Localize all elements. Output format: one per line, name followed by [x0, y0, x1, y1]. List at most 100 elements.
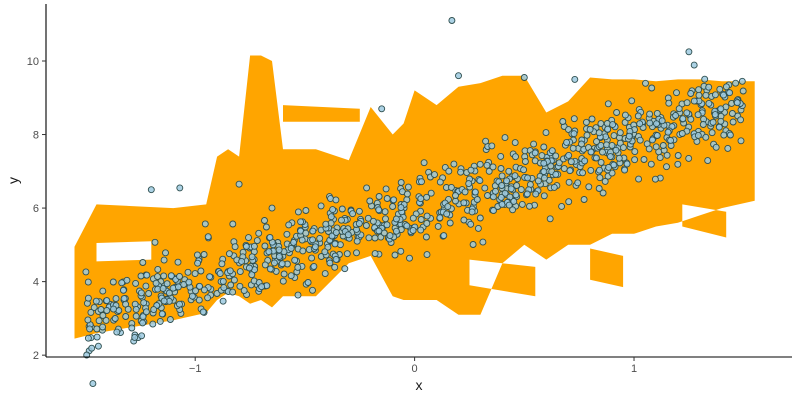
data-point: [382, 185, 390, 193]
data-point: [311, 243, 319, 251]
data-point: [695, 91, 703, 99]
data-point: [102, 316, 110, 324]
data-point: [93, 325, 101, 333]
data-point: [326, 259, 334, 267]
x-axis-title: x: [416, 377, 423, 393]
data-point: [294, 263, 302, 271]
data-point: [331, 240, 339, 248]
data-point: [694, 131, 702, 139]
data-point: [683, 99, 691, 107]
data-point: [302, 229, 310, 237]
data-point: [631, 148, 639, 156]
data-point: [498, 182, 506, 189]
data-point: [118, 279, 126, 287]
data-point: [540, 174, 548, 182]
data-point: [664, 128, 672, 136]
x-tick-label: −1: [189, 363, 202, 375]
data-point: [371, 250, 379, 258]
data-point: [275, 253, 283, 261]
data-point: [417, 216, 425, 223]
data-point: [158, 310, 166, 318]
data-point: [565, 178, 573, 186]
data-point: [154, 265, 162, 273]
data-point: [455, 72, 462, 80]
data-point: [417, 226, 425, 234]
data-point: [142, 282, 150, 290]
data-point: [250, 242, 258, 250]
data-point: [375, 227, 383, 235]
data-point: [375, 206, 383, 214]
data-point: [381, 208, 389, 216]
data-point: [242, 243, 250, 250]
data-point: [517, 186, 525, 194]
data-point: [474, 224, 482, 232]
data-point: [150, 306, 158, 314]
data-point: [560, 165, 568, 173]
data-point: [599, 189, 607, 197]
data-point: [253, 237, 261, 245]
data-point: [278, 260, 286, 268]
data-point: [329, 206, 337, 214]
data-point: [489, 163, 497, 171]
data-point: [310, 262, 318, 270]
data-point: [483, 161, 491, 169]
data-point: [131, 333, 139, 341]
data-point: [479, 238, 487, 246]
data-point: [275, 246, 283, 254]
data-point: [467, 166, 475, 174]
data-point: [285, 221, 293, 229]
data-point: [609, 121, 617, 129]
data-point: [138, 332, 146, 340]
data-point: [309, 236, 317, 244]
data-point: [460, 216, 468, 224]
data-point: [570, 130, 578, 138]
data-point: [704, 157, 712, 165]
data-point: [702, 133, 710, 141]
data-point: [443, 210, 451, 218]
data-point: [204, 233, 212, 241]
data-point: [635, 175, 643, 183]
data-point: [103, 297, 111, 305]
data-point: [160, 297, 168, 305]
data-point: [567, 158, 575, 166]
data-point: [648, 136, 656, 144]
data-point: [266, 233, 274, 241]
data-point: [309, 227, 317, 235]
data-point: [659, 142, 667, 149]
data-point: [588, 115, 596, 123]
data-point: [317, 202, 325, 210]
data-point: [604, 100, 612, 108]
data-point: [140, 299, 148, 307]
data-point: [220, 284, 228, 292]
data-point: [540, 168, 548, 176]
y-tick-label: 2: [33, 350, 39, 362]
data-point: [151, 238, 159, 246]
data-point: [569, 144, 577, 152]
data-point: [705, 99, 713, 107]
data-point: [476, 177, 484, 185]
data-point: [604, 125, 612, 133]
data-point: [690, 97, 698, 105]
data-point: [145, 290, 153, 297]
data-point: [128, 324, 136, 332]
data-point: [485, 167, 493, 175]
data-point: [378, 105, 386, 113]
data-point: [389, 203, 397, 210]
y-tick-label: 8: [33, 130, 39, 142]
data-point: [287, 244, 295, 252]
data-point: [139, 319, 147, 327]
data-point: [526, 202, 533, 210]
data-point: [338, 205, 346, 213]
data-point: [612, 146, 620, 154]
data-point: [450, 160, 458, 168]
data-point: [656, 154, 664, 162]
data-point: [142, 308, 150, 316]
y-tick-label: 4: [33, 277, 39, 289]
data-point: [299, 247, 307, 255]
data-point: [160, 272, 168, 280]
data-point: [113, 328, 121, 336]
data-point: [423, 212, 431, 220]
data-point: [461, 188, 469, 196]
data-point: [482, 137, 490, 145]
data-point: [640, 156, 648, 163]
